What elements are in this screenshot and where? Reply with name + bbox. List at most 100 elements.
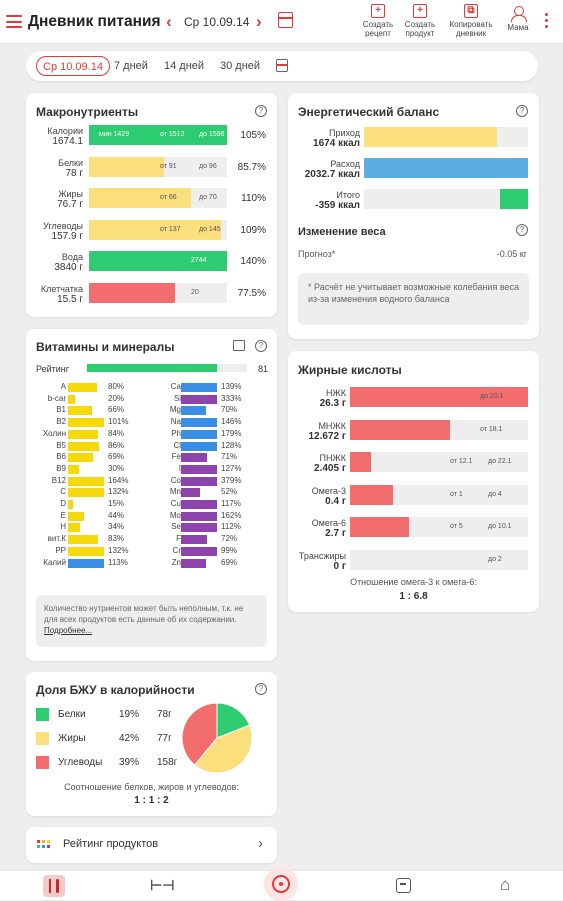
vitamin-name: Cr: [172, 545, 181, 555]
vitamin-name: Cl: [173, 440, 181, 450]
vitamin-percent: 139%: [221, 382, 242, 391]
help-icon[interactable]: ?: [516, 105, 528, 117]
macro-label: Клетчатка 15.5 г: [26, 284, 83, 305]
macro-label-name: Калории: [47, 126, 83, 136]
pie-slice-Углеводы: [181, 702, 218, 766]
vitamin-bar: [181, 558, 206, 568]
vitamin-bar: [68, 418, 104, 428]
vitamin-bar: [68, 558, 104, 568]
fatty-acids-title: Жирные кислоты: [298, 363, 402, 377]
vitamin-name: B9: [56, 463, 66, 473]
fatty-bar: от 12.1 до 22.1: [350, 452, 528, 472]
legend-name: Жиры: [58, 733, 86, 744]
tab-today[interactable]: Ср 10.09.14: [36, 56, 110, 76]
home-icon[interactable]: ⌂: [500, 875, 511, 894]
vitamin-name: Mn: [169, 487, 181, 497]
vitamin-name: B2: [56, 417, 66, 427]
prev-day-icon[interactable]: ‹: [166, 12, 172, 31]
macro-label-name: Вода: [61, 252, 83, 262]
legend-grams: 158г: [157, 757, 178, 768]
add-button[interactable]: [264, 867, 298, 901]
legend-percent: 19%: [119, 709, 140, 720]
macro-marker: от 91: [160, 162, 177, 170]
energy-title: Энергетический баланс: [298, 105, 440, 119]
vitamin-name: Zn: [171, 557, 181, 567]
vitamin-bar: [68, 488, 104, 498]
macro-bar: мин 1429 от 1512 до 1596: [89, 125, 227, 145]
vitamin-name: D: [60, 499, 66, 508]
vitamin-percent: 101%: [108, 417, 129, 427]
tab-30-days[interactable]: 30 дней: [220, 60, 261, 72]
macro-percent: 85.7%: [237, 161, 266, 173]
fatty-marker-max: до 22.1: [488, 458, 512, 465]
energy-label: Итого -359 ккал: [288, 190, 360, 211]
vitamin-bar: [181, 383, 217, 392]
vitamin-bar: [181, 406, 207, 416]
vitamin-bar: [68, 511, 84, 521]
bju-ratio-value: 1 : 1 : 2: [134, 795, 169, 806]
tab-14-days[interactable]: 14 дней: [164, 60, 205, 72]
products-rating-link[interactable]: Рейтинг продуктов ›: [26, 827, 277, 863]
legend-swatch: [36, 708, 49, 721]
macro-marker: от 137: [160, 225, 181, 233]
more-options-icon[interactable]: [545, 13, 549, 31]
vitamin-name: b-car: [47, 393, 66, 403]
vitamin-name: B12: [51, 475, 66, 485]
macro-label: Углеводы 157.9 г: [26, 221, 83, 242]
vitamin-bar: [181, 453, 207, 463]
vitamin-percent: 333%: [221, 393, 242, 403]
vitamin-name: Mo: [169, 510, 181, 520]
help-icon[interactable]: ?: [255, 340, 267, 352]
vitamin-bar: [68, 429, 99, 439]
bju-card: Доля БЖУ в калорийности ? Белки 19% 78г Жир…: [26, 672, 277, 816]
vitamin-bar: [181, 476, 217, 486]
calendar-icon[interactable]: [278, 12, 293, 28]
fatty-bar-fill: [350, 517, 409, 537]
vitamin-bar: [68, 383, 97, 392]
macro-bar-fill: [89, 219, 222, 240]
food-icon[interactable]: [43, 875, 65, 897]
fatty-label: ПНЖК 2.405 г: [288, 453, 346, 474]
macro-label: Белки 78 г: [26, 158, 83, 179]
fatty-bar: от 1 до 4: [350, 484, 528, 505]
fatty-label-name: Омега-6: [311, 518, 346, 528]
menu-icon[interactable]: [6, 15, 22, 28]
period-calendar-icon[interactable]: [276, 59, 288, 72]
help-icon[interactable]: ?: [255, 105, 267, 117]
legend-swatch: [36, 756, 49, 769]
macro-bar: от 66 до 70: [89, 188, 227, 208]
next-day-icon[interactable]: ›: [256, 12, 262, 31]
help-icon[interactable]: ?: [255, 683, 267, 695]
macro-bar-fill: [89, 156, 164, 177]
create-product-button[interactable]: + Создать продукт: [400, 4, 440, 38]
macro-label-name: Клетчатка: [40, 283, 83, 294]
help-icon[interactable]: ?: [516, 224, 528, 236]
energy-bar-fill: [364, 158, 528, 178]
vitamin-bar: [181, 394, 217, 404]
top-app-bar: Дневник питания ‹ Ср 10.09.14 › + Создат…: [0, 0, 563, 44]
profile-button[interactable]: Мама: [503, 6, 533, 32]
create-recipe-button[interactable]: + Создать рецепт: [360, 4, 396, 38]
legend-name: Белки: [58, 709, 86, 720]
more-link[interactable]: Подробнее...: [44, 626, 93, 635]
table-view-icon[interactable]: [233, 340, 245, 351]
diary-icon[interactable]: [396, 878, 411, 893]
vitamin-percent: 132%: [108, 487, 129, 497]
fatty-marker-min: от 12.1: [450, 458, 473, 465]
vitamin-percent: 86%: [108, 440, 125, 450]
copy-diary-button[interactable]: ⧉ Копировать дневник: [443, 4, 499, 38]
energy-bar-fill: [500, 189, 528, 209]
energy-label-name: Приход: [329, 128, 360, 138]
rating-bar-fill: [87, 364, 217, 372]
vitamin-bar: [68, 406, 92, 416]
current-date[interactable]: Ср 10.09.14: [184, 15, 250, 29]
create-product-label-2: продукт: [405, 29, 435, 38]
bju-ratio-label: Соотношение белков, жиров и углеводов:: [64, 782, 239, 792]
nutrients-note: Количество нутриентов может быть неполны…: [36, 595, 267, 647]
fatty-marker-min: от 18.1: [480, 425, 503, 433]
fatty-label: МНЖК 12.672 г: [288, 421, 346, 442]
macro-label-value: 3840 г: [54, 262, 83, 273]
vitamin-percent: 30%: [108, 463, 125, 473]
fitness-icon[interactable]: ⊢⊣: [150, 877, 175, 893]
tab-7-days[interactable]: 7 дней: [114, 60, 148, 72]
